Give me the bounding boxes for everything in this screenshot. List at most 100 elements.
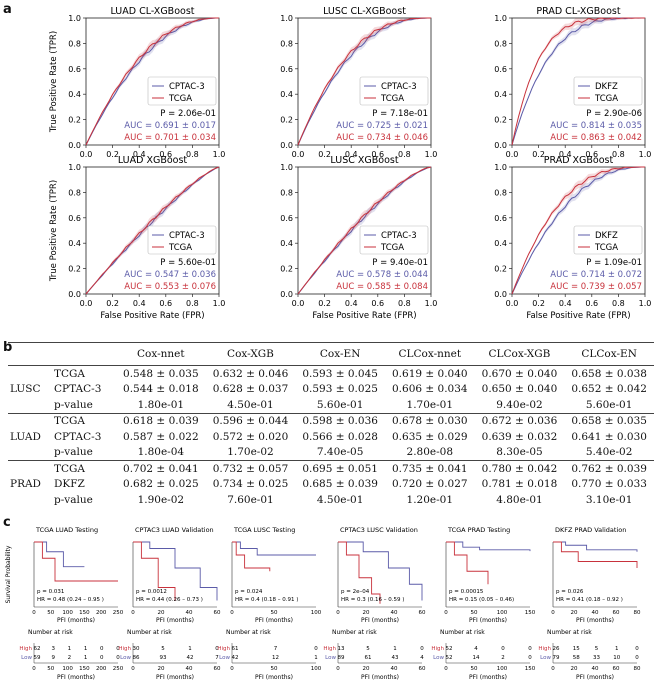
risk-high-count: 1 [84,646,88,652]
x-tick-label: 0.4 [559,150,572,159]
risk-high-count: 5 [366,646,370,652]
risk-x-tick-label: 0 [444,666,448,672]
auc-blue: AUC = 0.725 ± 0.021 [336,121,428,131]
risk-high-count: 0 [420,646,424,652]
risk-low-count: 79 [553,655,560,661]
km-plot: CPTAC3 LUSC Validation p = 2e–04 HR = 0.3 … [323,526,426,681]
panel-letter-c: c [3,515,11,530]
risk-x-tick-label: 60 [419,666,426,672]
table-cell: 0.619 ± 0.040 [384,365,475,382]
km-curve-low [338,541,423,601]
km-curve-low [232,541,316,556]
auc-red: AUC = 0.701 ± 0.034 [124,133,216,143]
panel-letter-b: b [3,340,13,355]
y-tick-label: 1.0 [494,163,507,172]
row-label: TCGA [54,460,116,477]
legend-label: TCGA [594,94,618,104]
roc-curve-red [297,166,432,295]
table-cell: 0.734 ± 0.025 [212,478,289,491]
y-tick-label: 0.6 [280,65,293,74]
x-tick-label: 0.0 [292,299,305,308]
risk-high-count: 1 [68,646,72,652]
y-tick-label: 0.0 [68,290,81,299]
x-tick-label: 0.4 [345,150,358,159]
x-tick-label: 100 [311,610,322,616]
risk-title: Number at risk [440,629,485,636]
table-cell: 5.40e-02 [585,446,633,459]
y-tick-label: 1.0 [280,163,293,172]
y-tick-label: 0.6 [68,214,81,223]
risk-low-count: 0 [635,655,639,661]
col-header: CLCox-EN [564,342,654,366]
km-curve-high [446,541,489,585]
risk-low-label: Low [120,655,131,661]
legend-box [573,76,643,106]
table-cell: 0.781 ± 0.018 [481,478,558,491]
x-tick-label: 200 [96,610,107,616]
risk-high-count: 0 [100,646,104,652]
risk-x-axis-label: PFI (months) [255,674,293,681]
y-tick-label: 0.0 [280,141,293,150]
x-axis-label: False Positive Rate (FPR) [526,311,630,321]
x-tick-label: 0.8 [398,150,411,159]
km-curve-high [133,541,176,601]
risk-x-axis-label: PFI (months) [576,674,614,681]
x-tick-label: 60 [613,610,620,616]
risk-high-label: High [217,646,230,652]
legend-label: CPTAC-3 [169,82,205,92]
axes-frame [297,17,432,146]
table-row: LUSC CPTAC-3 0.544 ± 0.018 0.628 ± 0.037 0.5… [8,382,654,398]
risk-low-label: Low [219,655,230,661]
table-row: p-value 1.90e-02 7.60e-01 4.50e-01 1.20e-01 4… [8,492,654,508]
risk-low-count: 9 [51,655,55,661]
roc-plot: LUAD CL-XGBoost 0.00.0 0.2 0.2 0.4 0.4 0.6 0.6 0… [49,6,225,159]
km-curve-high [34,541,118,582]
x-tick-label: 40 [391,610,398,616]
roc-panel: LUAD CL-XGBoost0.00.00.20.20.40.40.60.60… [49,6,652,321]
x-tick-label: 0.2 [106,299,119,308]
risk-low-count: 59 [34,655,41,661]
table-cell: 0.587 ± 0.022 [123,430,199,443]
table-row: TCGA 0.618 ± 0.039 0.596 ± 0.044 0.598 ± 0.… [8,412,654,429]
group-label [8,365,54,382]
x-tick-label: 0.0 [80,299,93,308]
table-cell: 1.90e-02 [137,493,185,506]
roc-plot: LUAD XGBoost 0.00.0 0.2 0.2 0.4 0.4 0.6 0.6 0.8 0… [49,155,225,321]
legend-label: CPTAC-3 [381,231,417,241]
table-cell: 1.70e-01 [406,398,454,411]
risk-high-count: 5 [595,646,599,652]
group-label [8,412,54,429]
km-hr: HR = 0.4 (0.18 – 0.91 ) [235,597,298,603]
table-cell: 3.10e-01 [585,493,633,506]
x-tick-label: 1.0 [425,299,438,308]
table-cell: 0.735 ± 0.041 [384,460,475,477]
table-cell: 1.80e-01 [137,398,185,411]
table-cell: 9.40e-02 [496,398,543,411]
x-tick-label: 0.2 [318,150,331,159]
risk-x-tick-label: 150 [525,666,536,672]
km-hr: HR = 0.3 (0.16 – 0.59 ) [341,597,404,603]
risk-low-label: Low [433,655,444,661]
x-tick-label: 0.6 [371,299,384,308]
table-cell: 0.618 ± 0.039 [116,412,206,429]
risk-low-label: Low [540,655,551,661]
risk-low-count: 86 [133,655,140,661]
legend-box [573,225,643,255]
legend-label: DKFZ [595,82,618,92]
table-row: TCGA 0.702 ± 0.041 0.732 ± 0.057 0.695 ± 0.… [8,460,654,477]
plot-title: DKFZ PRAD Validation [555,526,626,534]
risk-x-tick-label: 0 [230,666,234,672]
auc-red: AUC = 0.863 ± 0.042 [550,133,642,143]
risk-x-tick-label: 100 [497,666,508,672]
table-cell: 0.606 ± 0.034 [392,383,468,396]
y-tick-label: 0.0 [280,290,293,299]
risk-high-count: 30 [133,646,140,652]
axes-frame [297,166,432,295]
axes-frame [85,166,220,295]
table-cell: 7.40e-05 [316,446,364,459]
auc-blue: AUC = 0.814 ± 0.035 [550,121,642,131]
plot-title: PRAD XGBoost [544,155,614,166]
x-tick-label: 0.8 [612,150,625,159]
x-tick-label: 1.0 [639,150,652,159]
risk-high-label: High [538,646,551,652]
